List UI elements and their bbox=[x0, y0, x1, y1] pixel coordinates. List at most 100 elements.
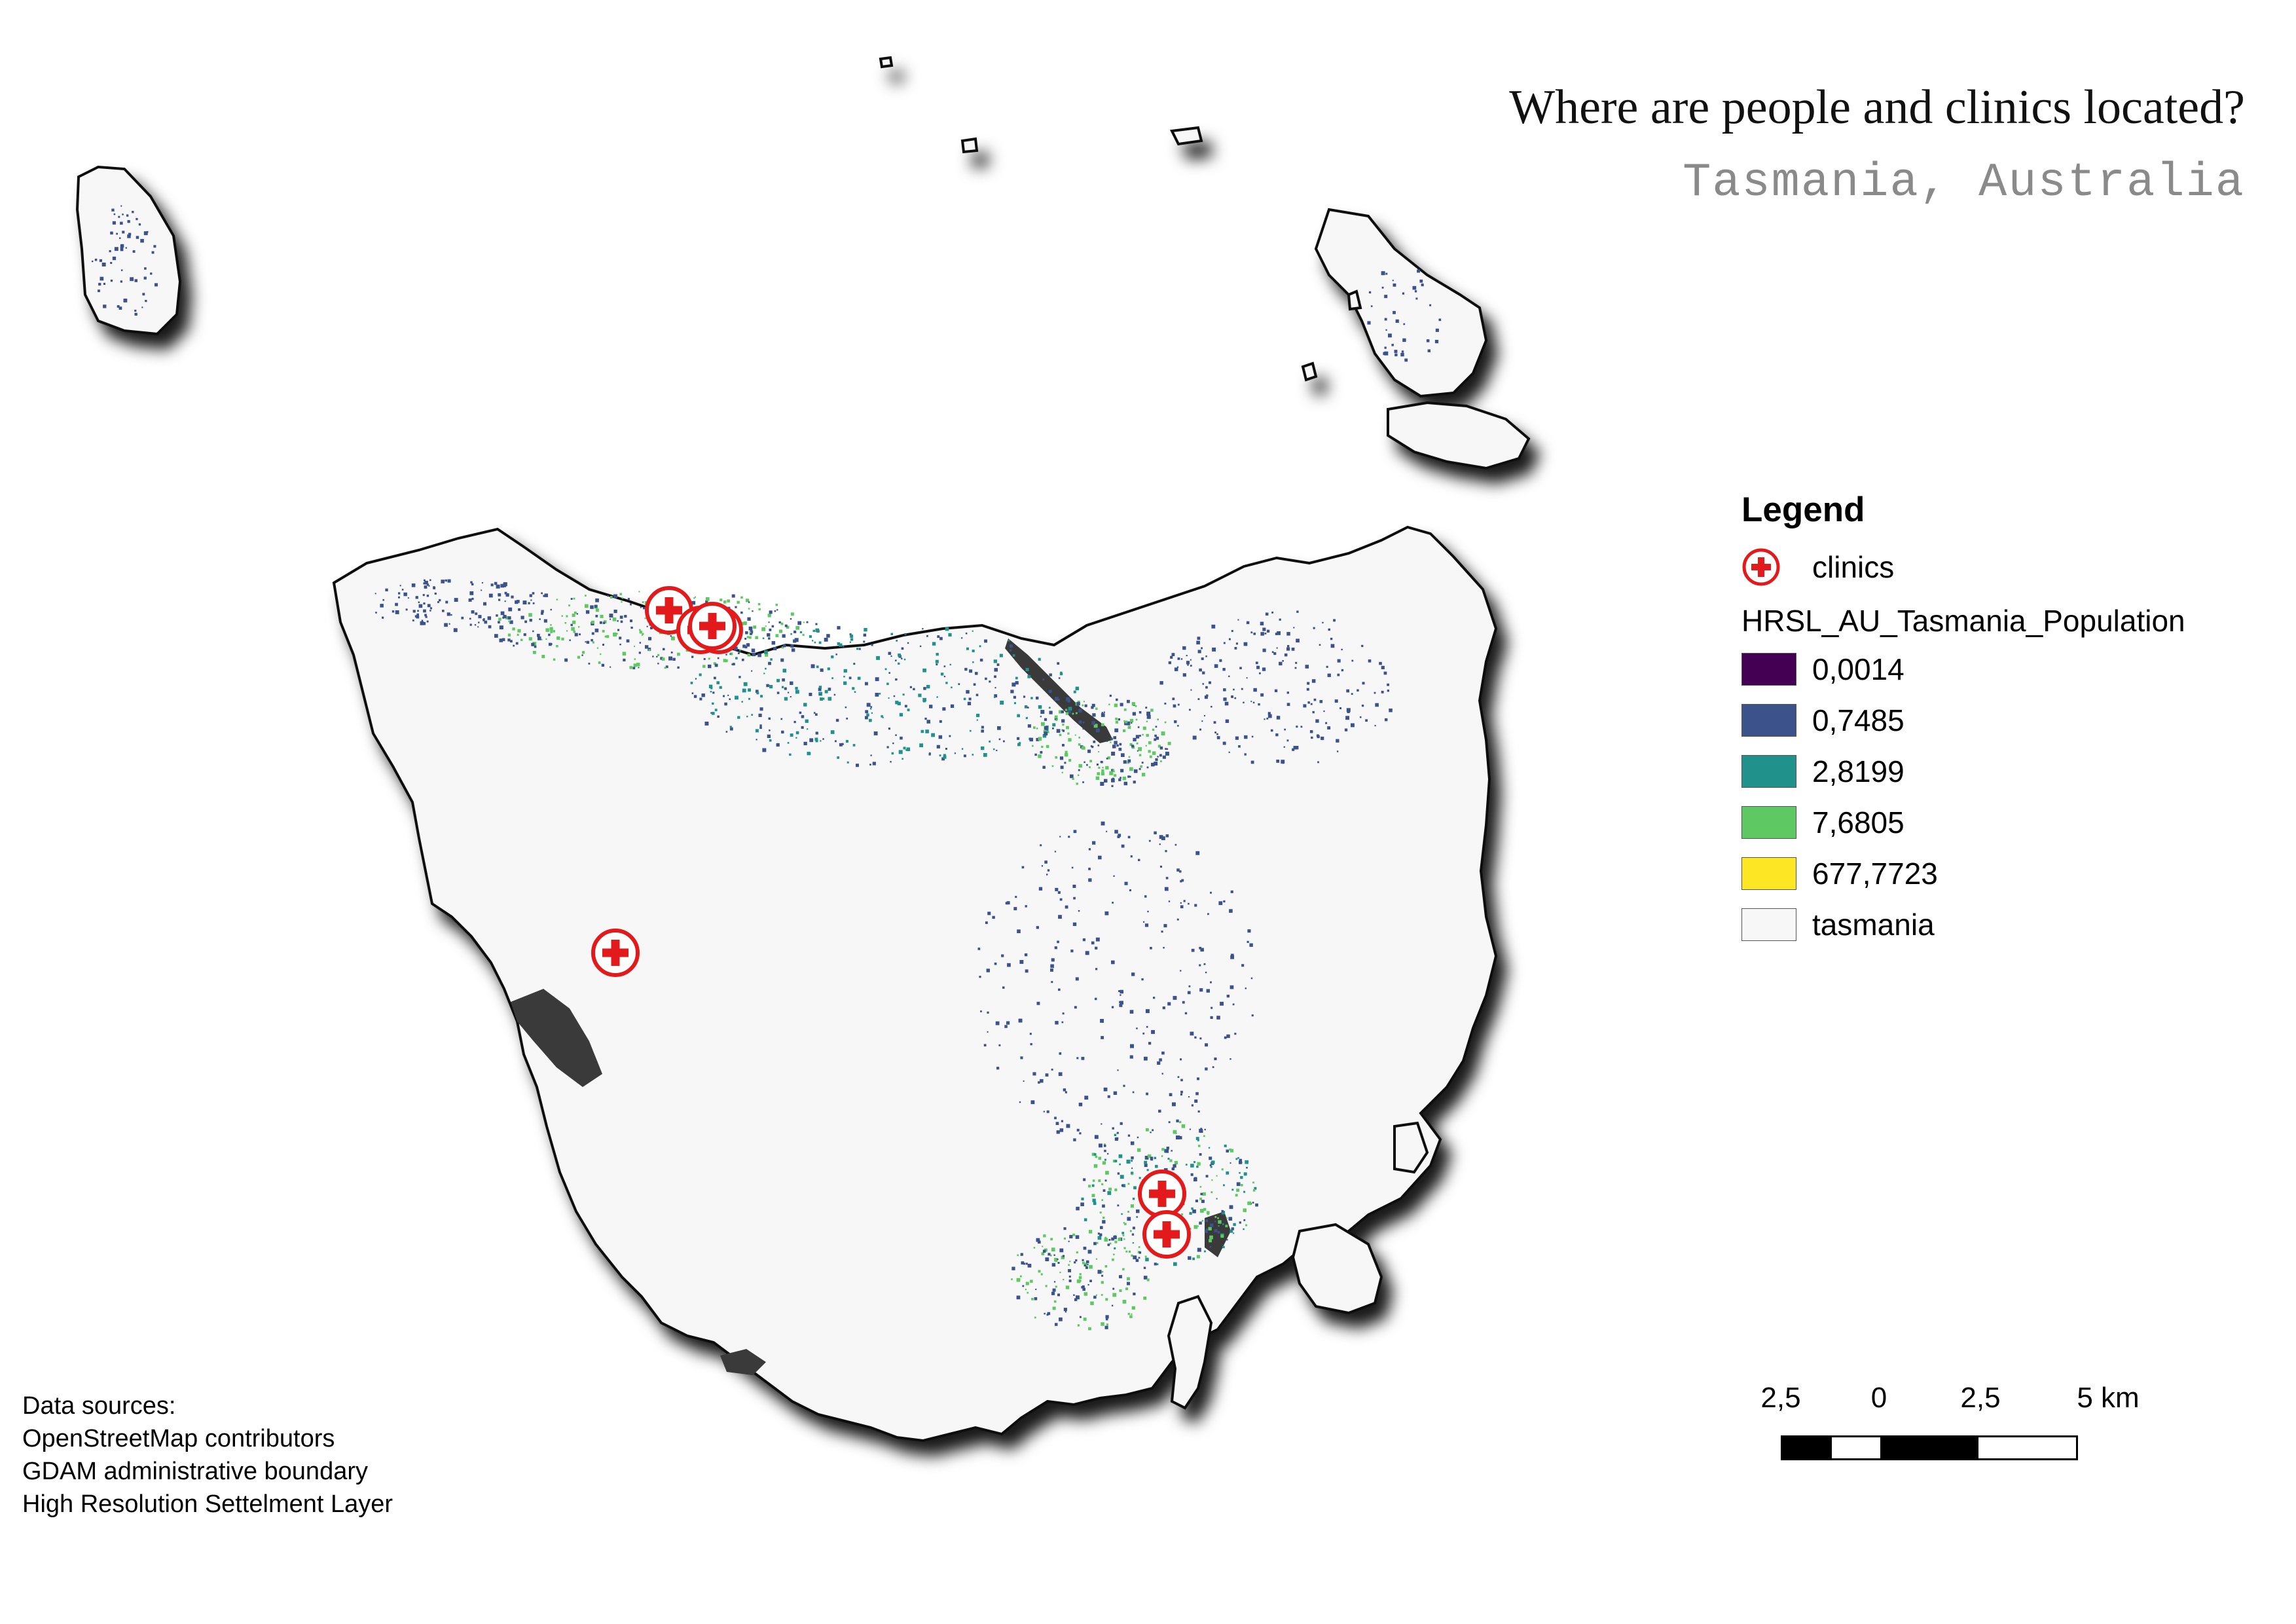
population-cell bbox=[762, 637, 765, 640]
population-cell bbox=[1097, 1232, 1100, 1235]
population-cell bbox=[604, 620, 607, 623]
population-cell bbox=[1154, 734, 1157, 737]
population-cell bbox=[1082, 1261, 1085, 1264]
population-cell bbox=[1091, 706, 1094, 709]
population-cell bbox=[1133, 1292, 1136, 1296]
population-cell bbox=[1015, 681, 1019, 685]
population-cell bbox=[1187, 664, 1189, 666]
population-cell bbox=[1262, 648, 1266, 652]
population-cell bbox=[1093, 740, 1096, 743]
clinic-marker[interactable] bbox=[690, 604, 735, 648]
population-cell bbox=[824, 690, 828, 693]
population-cell bbox=[1120, 994, 1121, 996]
population-cell bbox=[1233, 1232, 1235, 1234]
population-cell bbox=[454, 598, 458, 602]
population-cell bbox=[1112, 902, 1114, 904]
population-cell bbox=[749, 631, 752, 633]
population-cell bbox=[1130, 855, 1133, 858]
population-cell bbox=[1114, 1247, 1116, 1249]
population-cell bbox=[1010, 649, 1012, 652]
clinic-marker[interactable] bbox=[1144, 1212, 1189, 1257]
population-cell bbox=[896, 678, 898, 680]
population-cell bbox=[1156, 1263, 1159, 1266]
population-cell bbox=[1169, 1159, 1173, 1162]
population-cell bbox=[566, 630, 568, 632]
population-cell bbox=[1025, 1282, 1029, 1285]
population-cell bbox=[1000, 701, 1004, 705]
population-cell bbox=[520, 616, 524, 619]
population-cell bbox=[1078, 737, 1080, 739]
population-cell bbox=[1146, 711, 1151, 716]
population-cell bbox=[782, 634, 786, 638]
population-cell bbox=[1163, 924, 1167, 928]
population-cell bbox=[1051, 981, 1053, 984]
population-cell bbox=[1381, 286, 1384, 289]
population-cell bbox=[943, 754, 946, 757]
population-cell bbox=[1180, 902, 1182, 904]
islet bbox=[1301, 361, 1318, 382]
population-cell bbox=[856, 764, 859, 767]
population-cell bbox=[1105, 1315, 1109, 1319]
population-cell bbox=[931, 733, 935, 737]
population-cell bbox=[1387, 690, 1389, 692]
population-cell bbox=[541, 592, 543, 595]
population-cell bbox=[638, 667, 640, 669]
population-cell bbox=[634, 646, 635, 648]
population-cell bbox=[634, 658, 636, 660]
population-cell bbox=[1177, 657, 1180, 660]
population-cell bbox=[507, 616, 511, 620]
population-cell bbox=[1144, 1164, 1148, 1168]
population-cell bbox=[1120, 1175, 1124, 1179]
population-cell bbox=[591, 620, 594, 624]
population-cell bbox=[128, 232, 132, 236]
population-cell bbox=[434, 592, 437, 595]
population-cell bbox=[1316, 734, 1319, 737]
population-cell bbox=[1101, 712, 1104, 714]
population-cell bbox=[1222, 1223, 1224, 1225]
population-cell bbox=[1143, 1276, 1148, 1280]
population-cell bbox=[1345, 716, 1349, 720]
population-cell bbox=[1081, 1056, 1085, 1060]
population-cell bbox=[664, 667, 666, 669]
scale-segment bbox=[1880, 1437, 1930, 1458]
legend-label-land: tasmania bbox=[1812, 908, 1935, 942]
population-cell bbox=[1095, 997, 1097, 1001]
population-cell bbox=[1157, 756, 1159, 758]
population-cell bbox=[619, 616, 623, 619]
population-cell bbox=[1049, 673, 1052, 676]
clinic-marker[interactable] bbox=[1140, 1172, 1184, 1216]
population-cell bbox=[1231, 1227, 1234, 1230]
population-cell bbox=[994, 668, 998, 672]
population-cell bbox=[598, 661, 601, 664]
population-cell bbox=[1174, 667, 1178, 671]
population-cell bbox=[1081, 1197, 1084, 1200]
population-cell bbox=[1234, 697, 1237, 699]
population-cell bbox=[1225, 719, 1230, 723]
population-cell bbox=[1031, 1298, 1034, 1301]
population-cell bbox=[806, 621, 809, 623]
population-cell bbox=[136, 236, 139, 239]
population-cell bbox=[1393, 310, 1396, 314]
population-cell bbox=[767, 633, 771, 637]
population-cell bbox=[1072, 777, 1074, 780]
population-cell bbox=[447, 579, 451, 583]
population-cell bbox=[1104, 1179, 1107, 1182]
population-cell bbox=[1235, 736, 1239, 740]
population-cell bbox=[1166, 748, 1169, 750]
population-cell bbox=[1076, 1057, 1079, 1060]
clinic-marker[interactable] bbox=[593, 931, 638, 975]
population-cell bbox=[1201, 647, 1203, 650]
population-cell bbox=[441, 580, 445, 583]
population-cell bbox=[1145, 707, 1148, 709]
population-cell bbox=[1095, 937, 1100, 942]
population-cell bbox=[1101, 1183, 1104, 1185]
population-cell bbox=[1097, 1236, 1102, 1240]
population-cell bbox=[145, 299, 147, 303]
population-cell bbox=[1117, 1069, 1119, 1071]
population-cell bbox=[751, 714, 753, 716]
macquarie-harbour bbox=[511, 989, 602, 1087]
population-cell bbox=[729, 726, 732, 728]
population-cell bbox=[1040, 1273, 1043, 1276]
population-cell bbox=[592, 641, 594, 644]
